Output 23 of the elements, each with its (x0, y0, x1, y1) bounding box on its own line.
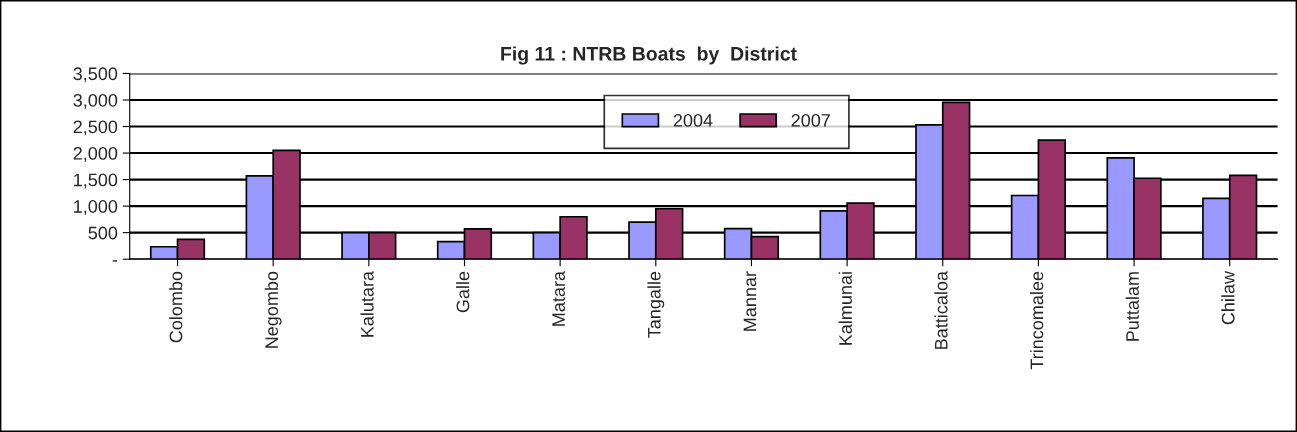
y-tick-label: 3,000 (73, 93, 118, 109)
x-tick-label: Galle (456, 271, 470, 313)
x-tick-label: Negombo (264, 271, 282, 348)
x-tick-label: Chilaw (1221, 270, 1235, 325)
x-tick-label: Trincomalee (1029, 271, 1044, 370)
x-tick-label: Puttalam (1125, 272, 1139, 341)
y-tick-label: 2,500 (73, 120, 118, 136)
y-tick-label: 1,000 (74, 200, 118, 215)
x-tick-label: Tangalle (647, 271, 665, 338)
x-tick-label: Batticaloa (934, 271, 948, 349)
y-tick-label: 2,000 (73, 146, 118, 162)
y-tick-label: 500 (88, 226, 118, 240)
legend-label: 2004 (673, 114, 713, 127)
x-tick-label: Kalutara (360, 271, 374, 337)
x-tick-label: Kalmunai (838, 272, 852, 345)
x-tick-label: Colombo (169, 271, 183, 343)
y-tick-label: 3,500 (73, 67, 118, 83)
y-tick-label: 1,500 (74, 173, 118, 189)
y-tick-label: - (112, 260, 118, 262)
legend-label: 2007 (791, 114, 830, 127)
chart-title: Fig 11 : NTRB Boats by District (501, 46, 797, 65)
x-tick-label: Matara (552, 271, 565, 326)
x-tick-label: Mannar (743, 271, 757, 331)
